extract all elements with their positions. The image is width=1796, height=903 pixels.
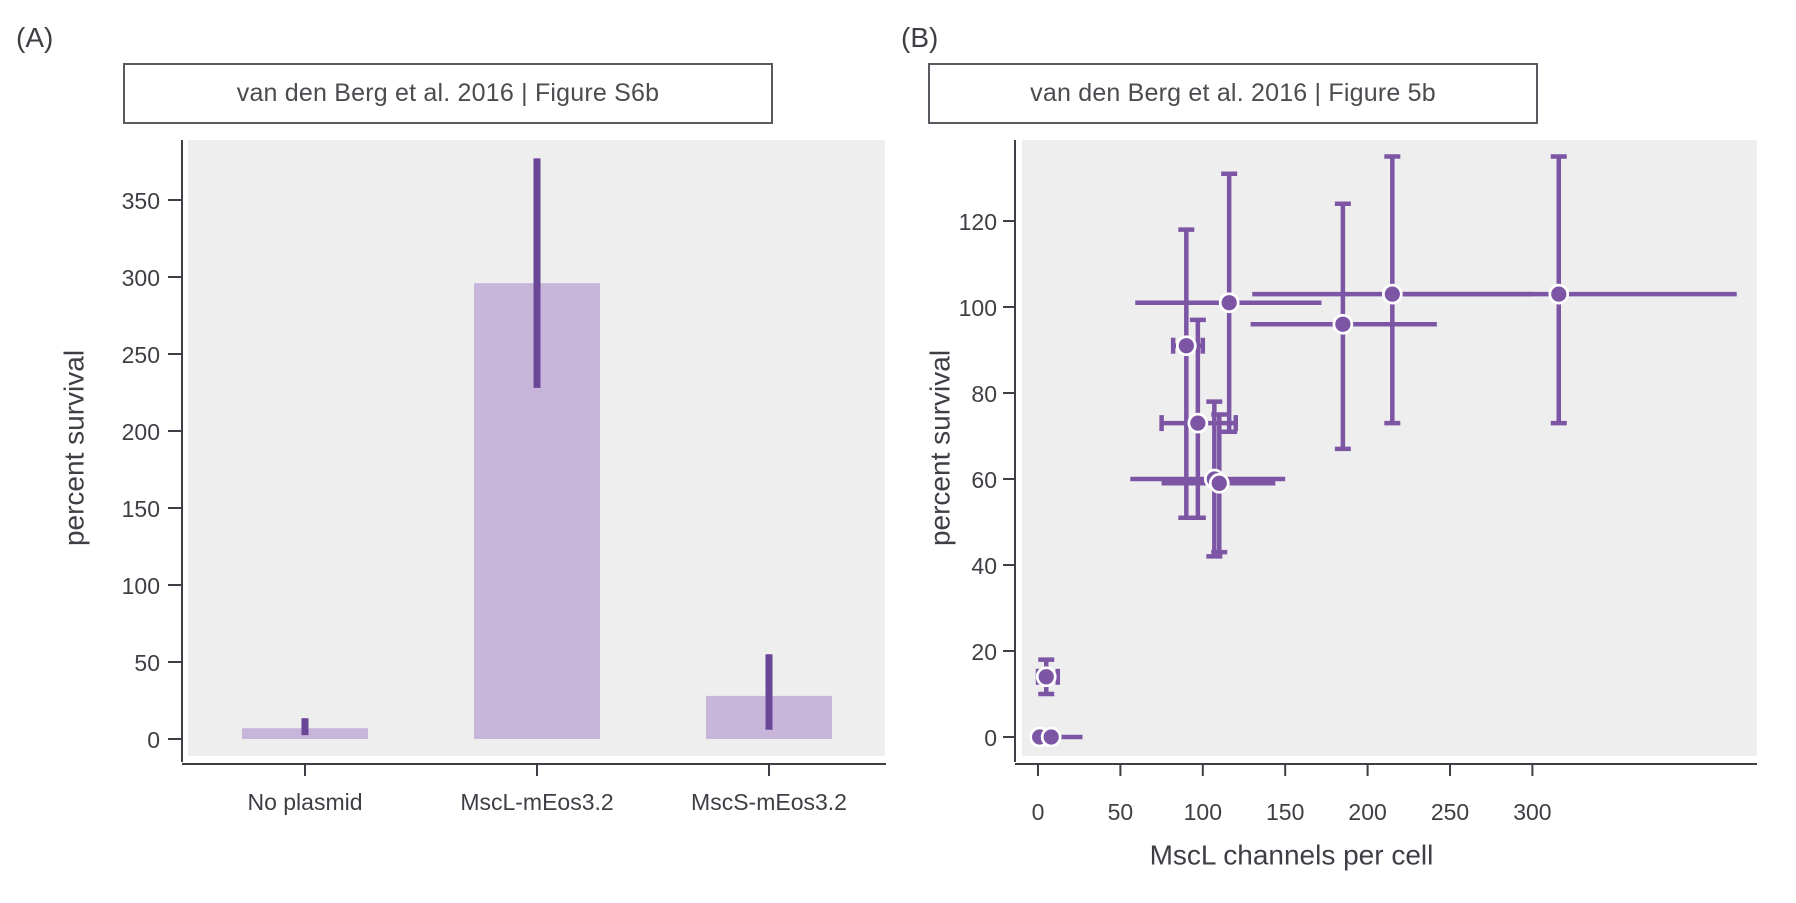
chart-b-data-point [1035,666,1057,688]
chart-b-data-point [1208,472,1230,494]
chart-b-y-tick-label: 120 [959,209,997,235]
chart-b-x-tick-label: 250 [1431,799,1469,825]
chart-a-y-tick-label: 200 [122,419,160,445]
chart-a-category-label: No plasmid [247,789,362,815]
chart-b-x-tick-label: 300 [1513,799,1551,825]
chart-a-category-label: MscL-mEos3.2 [460,789,613,815]
chart-a-category-label: MscS-mEos3.2 [691,789,847,815]
chart-a-y-tick-label: 250 [122,342,160,368]
chart-b-y-axis-label: percent survival [925,350,956,546]
chart-b-y-tick-label: 40 [971,553,997,579]
panel-label-a: (A) [16,22,54,53]
chart-b-x-axis-label: MscL channels per cell [1150,840,1434,871]
chart-b-data-point [1332,313,1354,335]
chart-b-data-point [1187,412,1209,434]
chart-b-x-tick-label: 100 [1184,799,1222,825]
chart-b-x-tick-label: 50 [1108,799,1134,825]
chart-b-data-point [1381,283,1403,305]
chart-b-x-tick-label: 200 [1348,799,1386,825]
chart-b-data-point [1218,292,1240,314]
chart-b-title: van den Berg et al. 2016 | Figure 5b [1030,79,1436,107]
chart-a-title-box: van den Berg et al. 2016 | Figure S6b [123,63,773,124]
chart-a-title: van den Berg et al. 2016 | Figure S6b [236,79,660,107]
chart-a-y-tick-label: 300 [122,265,160,291]
chart-b-y-tick-label: 20 [971,639,997,665]
chart-a-y-tick-label: 50 [134,650,160,676]
panel-label-b: (B) [901,22,939,53]
chart-a-y-axis-label: percent survival [59,350,90,546]
chart-a-y-tick-label: 0 [147,727,160,753]
chart-a-y-tick-label: 150 [122,496,160,522]
chart-b-data-point [1175,335,1197,357]
chart-b-x-tick-label: 0 [1032,799,1045,825]
chart-a-y-tick-label: 350 [122,188,160,214]
chart-b-y-tick-label: 60 [971,467,997,493]
chart-b-plot-area [1022,140,1757,756]
chart-b-title-box: van den Berg et al. 2016 | Figure 5b [928,63,1538,124]
chart-b-y-tick-label: 100 [959,295,997,321]
chart-b-y-tick-label: 0 [984,725,997,751]
chart-b-data-point [1040,726,1062,748]
chart-a-y-tick-label: 100 [122,573,160,599]
chart-b-x-tick-label: 150 [1266,799,1304,825]
chart-b-data-point [1548,283,1570,305]
chart-b-y-tick-label: 80 [971,381,997,407]
